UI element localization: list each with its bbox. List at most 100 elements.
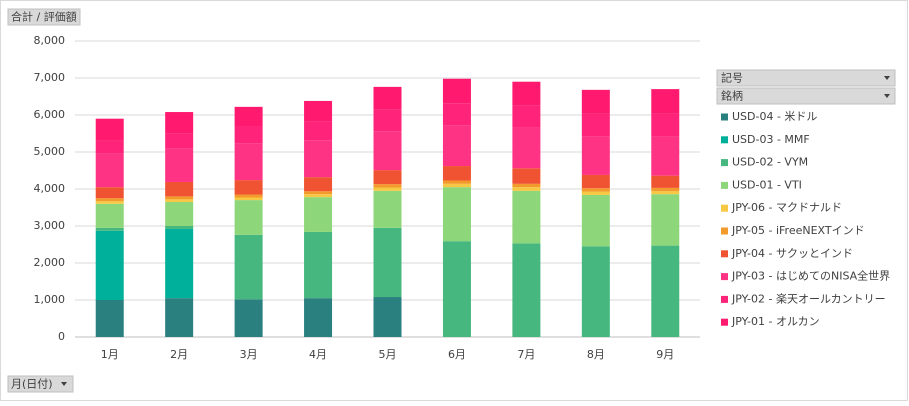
bar-segment: [304, 298, 333, 337]
bar-segment: [442, 180, 471, 184]
bar-segment: [234, 143, 263, 181]
bar-segment: [581, 174, 610, 189]
legend-swatch: [721, 227, 728, 235]
bar-segment: [442, 78, 471, 104]
bar-segment: [95, 187, 124, 199]
legend-label: USD-03 - MMF: [732, 133, 810, 146]
bar-segment: [165, 133, 194, 149]
x-tick-label: 7月: [517, 348, 535, 361]
bar-segment: [651, 194, 680, 246]
legend-label: JPY-04 - サクッとインド: [731, 247, 853, 260]
y-tick-label: 7,000: [34, 71, 66, 84]
bar-segment: [95, 227, 124, 231]
bar-segment: [234, 299, 263, 337]
bar-segment: [165, 148, 194, 182]
bar-segment: [165, 112, 194, 134]
x-tick-label: 8月: [587, 348, 605, 361]
bar-segment: [581, 136, 610, 175]
y-tick-label: 8,000: [34, 34, 66, 47]
legend-swatch: [721, 318, 728, 326]
bar-segment: [651, 187, 680, 192]
legend-field[interactable]: 記号: [721, 71, 743, 85]
bar-segment: [442, 125, 471, 167]
y-tick-label: 4,000: [34, 182, 66, 195]
bar-segment: [512, 190, 541, 244]
bar-segment: [512, 187, 541, 191]
bar-segment: [304, 121, 333, 141]
legend-label: JPY-02 - 楽天オールカントリー: [731, 292, 886, 305]
bar-segment: [304, 231, 333, 299]
bar-segment: [581, 191, 610, 195]
legend-swatch: [721, 159, 728, 167]
field-button[interactable]: [716, 87, 896, 105]
bar-segment: [304, 140, 333, 178]
bar-segment: [581, 246, 610, 337]
bar-segment: [651, 245, 680, 337]
bar-segment: [442, 183, 471, 188]
bar-segment: [512, 127, 541, 169]
dropdown-arrow: [884, 94, 890, 98]
bar-segment: [234, 200, 263, 235]
bar-segment: [234, 180, 263, 195]
bar-segment: [234, 194, 263, 198]
bar-segment: [95, 230, 124, 300]
legend-field[interactable]: 銘柄: [721, 89, 743, 103]
legend-swatch: [721, 295, 728, 303]
bar-segment: [304, 100, 333, 122]
bar-segment: [373, 86, 402, 110]
bar-segment: [373, 187, 402, 191]
bar-segment: [304, 177, 333, 192]
bar-segment: [304, 194, 333, 198]
field-button[interactable]: [7, 375, 74, 393]
x-tick-label: 2月: [170, 348, 188, 361]
y-tick-label: 1,000: [34, 293, 66, 306]
legend-label: JPY-01 - オルカン: [731, 315, 820, 328]
bar-segment: [165, 226, 194, 229]
bar-segment: [95, 201, 124, 204]
bar-segment: [95, 140, 124, 154]
bar-segment: [581, 89, 610, 114]
legend-label: JPY-06 - マクドナルド: [731, 201, 842, 214]
bar-segment: [651, 113, 680, 137]
bar-segment: [651, 191, 680, 195]
bar-segment: [165, 196, 194, 200]
bar-segment: [304, 197, 333, 232]
field-button[interactable]: [7, 8, 81, 26]
bar-segment: [95, 198, 124, 202]
y-tick-label: 6,000: [34, 108, 66, 121]
bar-segment: [581, 194, 610, 247]
y-field[interactable]: 合計 / 評価額: [11, 10, 77, 24]
bar-segment: [373, 297, 402, 337]
bar-segment: [651, 136, 680, 176]
legend-swatch: [721, 273, 728, 281]
bar-segment: [373, 131, 402, 171]
bar-segment: [234, 197, 263, 201]
bar-segment: [651, 175, 680, 188]
bar-segment: [373, 109, 402, 132]
legend-label: JPY-03 - はじめてのNISA全世界: [731, 269, 890, 283]
bar-segment: [581, 113, 610, 137]
bar-segment: [165, 201, 194, 226]
bar-segment: [442, 166, 471, 181]
bar-segment: [373, 227, 402, 298]
bar-segment: [373, 170, 402, 185]
bar-segment: [304, 191, 333, 195]
bar-segment: [165, 228, 194, 299]
x-field[interactable]: 月(日付): [11, 378, 53, 391]
bar-segment: [95, 203, 124, 228]
bar-segment: [95, 300, 124, 337]
bar-segment: [581, 188, 610, 192]
legend-swatch: [721, 204, 728, 212]
legend-label: JPY-05 - iFreeNEXTインド: [731, 224, 865, 237]
bar-segment: [512, 81, 541, 106]
bar-segment: [234, 126, 263, 144]
dropdown-arrow: [61, 382, 67, 386]
bar-segment: [165, 298, 194, 337]
x-tick-label: 3月: [240, 348, 258, 361]
bar-segment: [373, 184, 402, 188]
bar-segment: [512, 183, 541, 188]
bar-segment: [442, 187, 471, 242]
field-button[interactable]: [716, 69, 896, 87]
legend-swatch: [721, 113, 728, 121]
